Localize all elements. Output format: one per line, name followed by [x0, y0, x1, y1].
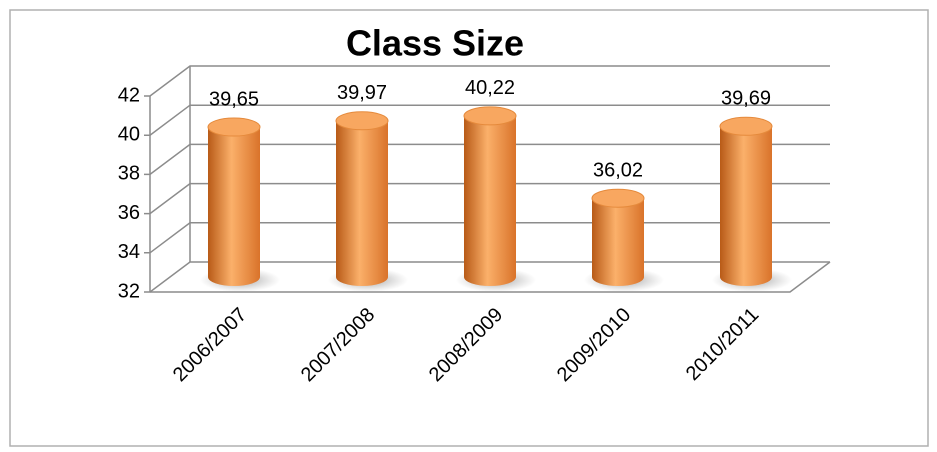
chart-title: Class Size — [346, 23, 524, 64]
bar-top — [591, 188, 645, 208]
bar-top — [207, 117, 261, 137]
y-tick-label: 40 — [118, 123, 140, 145]
y-tick-label: 38 — [118, 163, 140, 185]
grid-line — [144, 65, 830, 97]
bar — [720, 126, 772, 286]
y-tick-label: 34 — [118, 241, 140, 263]
bar-top — [463, 106, 517, 126]
y-tick-label: 36 — [118, 202, 140, 224]
value-label: 40,22 — [465, 77, 515, 99]
value-label: 39,69 — [721, 88, 771, 110]
value-label: 36,02 — [593, 159, 643, 181]
y-tick-label: 42 — [118, 84, 140, 106]
floor — [150, 261, 831, 293]
bar — [592, 198, 644, 286]
bar — [464, 115, 516, 286]
y-tick-label: 32 — [118, 280, 140, 302]
bar — [336, 120, 388, 287]
bar — [208, 127, 260, 286]
bar-top — [335, 111, 389, 131]
value-label: 39,97 — [337, 82, 387, 104]
grid-line — [144, 104, 830, 136]
value-label: 39,65 — [209, 88, 259, 110]
bar-top — [719, 116, 773, 136]
